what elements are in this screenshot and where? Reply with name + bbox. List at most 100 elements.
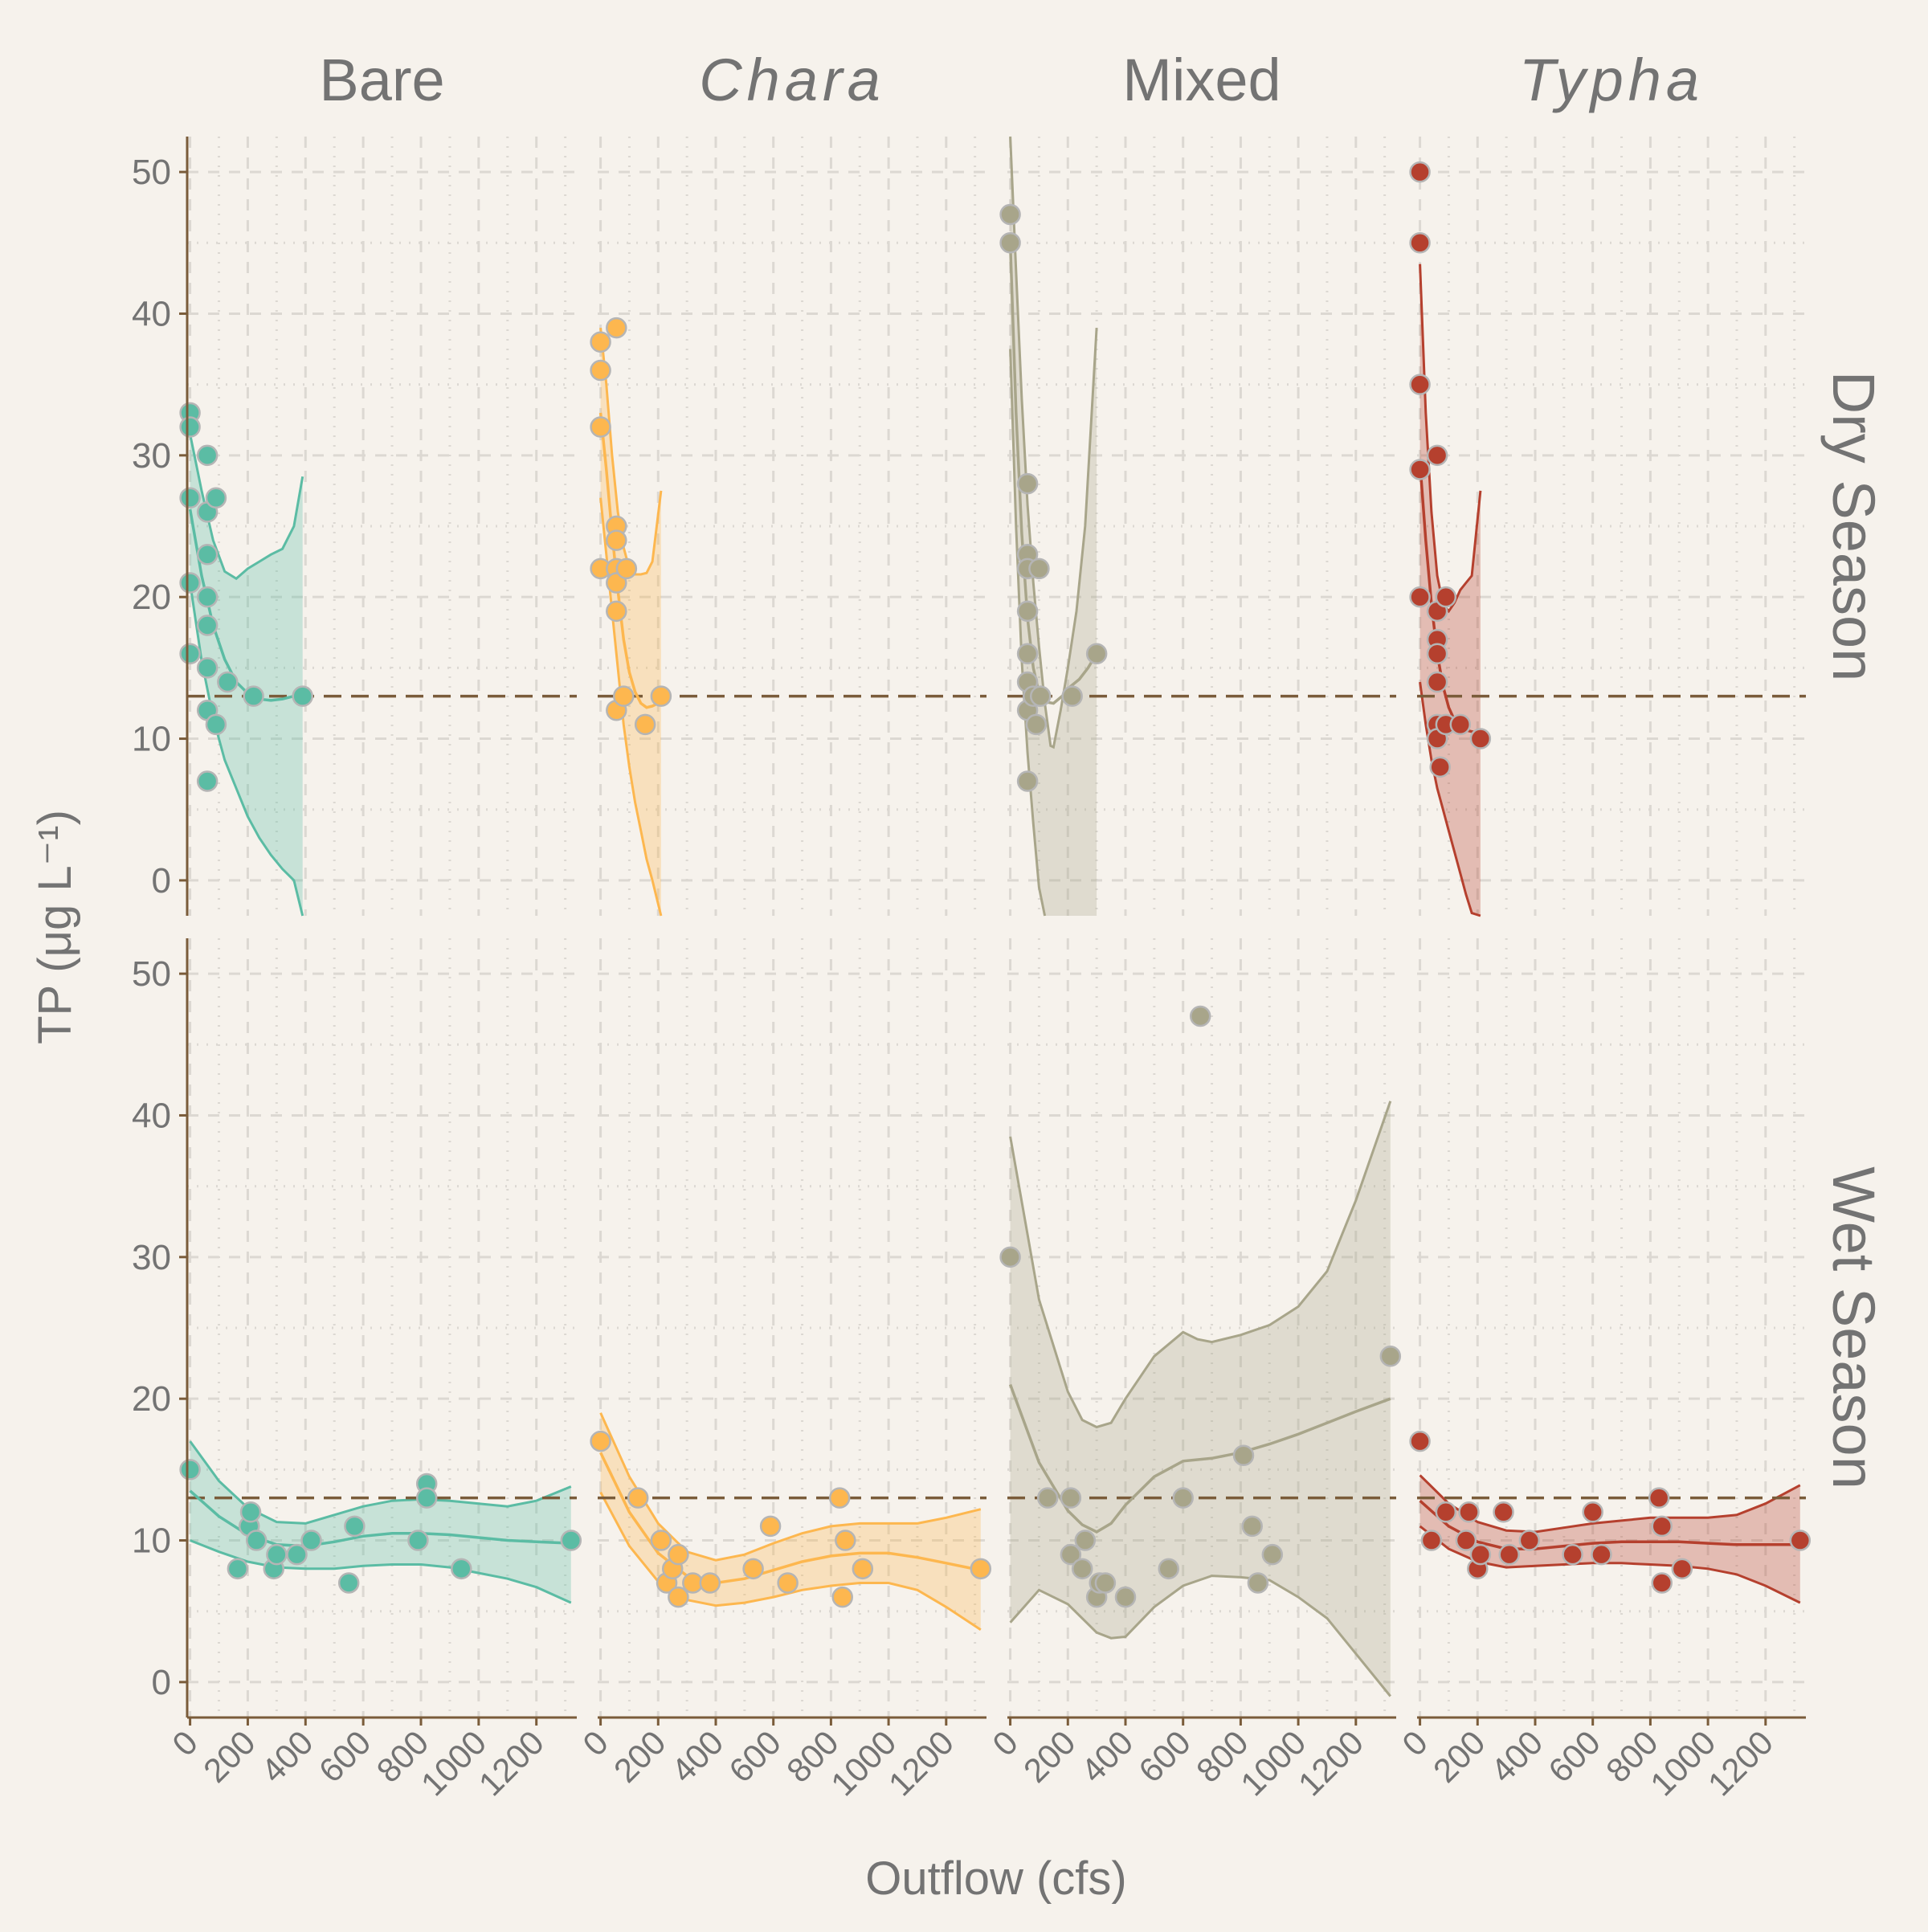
- data-point: [1247, 1572, 1269, 1594]
- data-point: [1094, 1572, 1117, 1594]
- data-point: [1409, 161, 1431, 183]
- facet-row-label: Dry Season: [1820, 371, 1887, 682]
- confidence-band-upper: [599, 1412, 982, 1562]
- y-tick-label: 0: [152, 1663, 171, 1702]
- data-point: [179, 487, 201, 509]
- data-point: [1651, 1572, 1673, 1594]
- data-point: [286, 1543, 308, 1566]
- data-point: [1591, 1543, 1612, 1566]
- data-point: [1016, 770, 1039, 792]
- data-point: [590, 416, 611, 438]
- data-point: [1562, 1543, 1583, 1566]
- y-tick-label: 50: [132, 153, 171, 192]
- confidence-band-upper: [1009, 136, 1098, 750]
- data-point: [196, 544, 219, 566]
- data-point: [196, 770, 219, 792]
- data-point: [1060, 1487, 1082, 1509]
- data-point: [196, 657, 219, 679]
- data-point: [1241, 1515, 1263, 1538]
- data-point: [1458, 1501, 1480, 1523]
- data-point: [668, 1543, 689, 1566]
- data-point: [999, 232, 1021, 254]
- data-point: [1016, 472, 1039, 495]
- data-point: [1429, 756, 1451, 778]
- data-point: [759, 1515, 782, 1538]
- y-tick-label: 10: [132, 1522, 171, 1561]
- data-point: [1232, 1444, 1255, 1466]
- data-point: [1409, 586, 1431, 608]
- data-point: [1114, 1586, 1137, 1608]
- data-point: [337, 1572, 360, 1594]
- y-tick-label: 10: [132, 720, 171, 759]
- fit-line: [598, 412, 662, 709]
- y-tick-label: 40: [132, 294, 171, 333]
- data-point: [1189, 1005, 1211, 1027]
- confidence-band-lower: [189, 582, 304, 917]
- data-point: [1409, 1430, 1431, 1452]
- data-point: [1426, 444, 1448, 467]
- data-point: [1016, 600, 1039, 623]
- data-point: [292, 685, 313, 707]
- data-point: [1426, 643, 1448, 664]
- grid-layer: [187, 137, 1806, 1718]
- data-point: [777, 1572, 799, 1594]
- data-point: [1420, 1530, 1443, 1551]
- data-point: [245, 1530, 268, 1551]
- data-point: [266, 1543, 288, 1566]
- data-point: [451, 1558, 472, 1580]
- data-point: [1469, 728, 1492, 750]
- data-point: [634, 713, 656, 736]
- data-point: [217, 671, 239, 693]
- y-tick-label: 20: [132, 578, 171, 617]
- data-point: [179, 643, 201, 664]
- data-point: [590, 359, 611, 382]
- data-point: [1036, 1487, 1059, 1509]
- data-point: [970, 1558, 992, 1580]
- data-point: [627, 1487, 649, 1509]
- data-point: [1518, 1530, 1541, 1551]
- data-point: [179, 416, 201, 438]
- data-point: [344, 1515, 366, 1538]
- data-point: [1061, 685, 1083, 707]
- data-point: [828, 1487, 851, 1509]
- data-point: [239, 1501, 262, 1523]
- data-point: [742, 1558, 764, 1580]
- data-point: [1651, 1515, 1673, 1538]
- data-point: [415, 1487, 438, 1509]
- data-point: [1085, 643, 1108, 664]
- data-point: [1379, 1346, 1402, 1367]
- confidence-band: [1419, 263, 1481, 916]
- data-point: [196, 615, 219, 636]
- data-point: [1409, 459, 1431, 480]
- data-point: [1029, 685, 1052, 707]
- facet-row-label: Wet Season: [1820, 1166, 1887, 1489]
- data-point: [1028, 558, 1050, 580]
- data-point: [1025, 713, 1048, 736]
- data-point: [407, 1530, 429, 1551]
- data-point: [999, 1246, 1021, 1268]
- facet-column-label: Typha: [1519, 47, 1704, 113]
- y-tick-label: 50: [132, 954, 171, 994]
- data-point: [1016, 643, 1039, 664]
- data-point: [1158, 1558, 1180, 1580]
- confidence-band: [190, 1441, 571, 1603]
- data-point: [831, 1586, 853, 1608]
- data-point: [179, 572, 201, 594]
- y-tick-label: 0: [152, 861, 171, 901]
- data-point: [1455, 1530, 1477, 1551]
- data-point: [1071, 1558, 1093, 1580]
- y-tick-label: 30: [132, 436, 171, 476]
- confidence-band: [1419, 1475, 1800, 1603]
- data-point: [1409, 374, 1431, 395]
- data-point: [613, 685, 635, 707]
- facet-column-label: Bare: [319, 47, 444, 113]
- data-point: [205, 713, 227, 736]
- data-point: [606, 600, 627, 623]
- data-point: [650, 1530, 672, 1551]
- data-point: [835, 1530, 856, 1551]
- data-point: [1172, 1487, 1194, 1509]
- data-point: [606, 317, 627, 339]
- data-point: [1435, 586, 1457, 608]
